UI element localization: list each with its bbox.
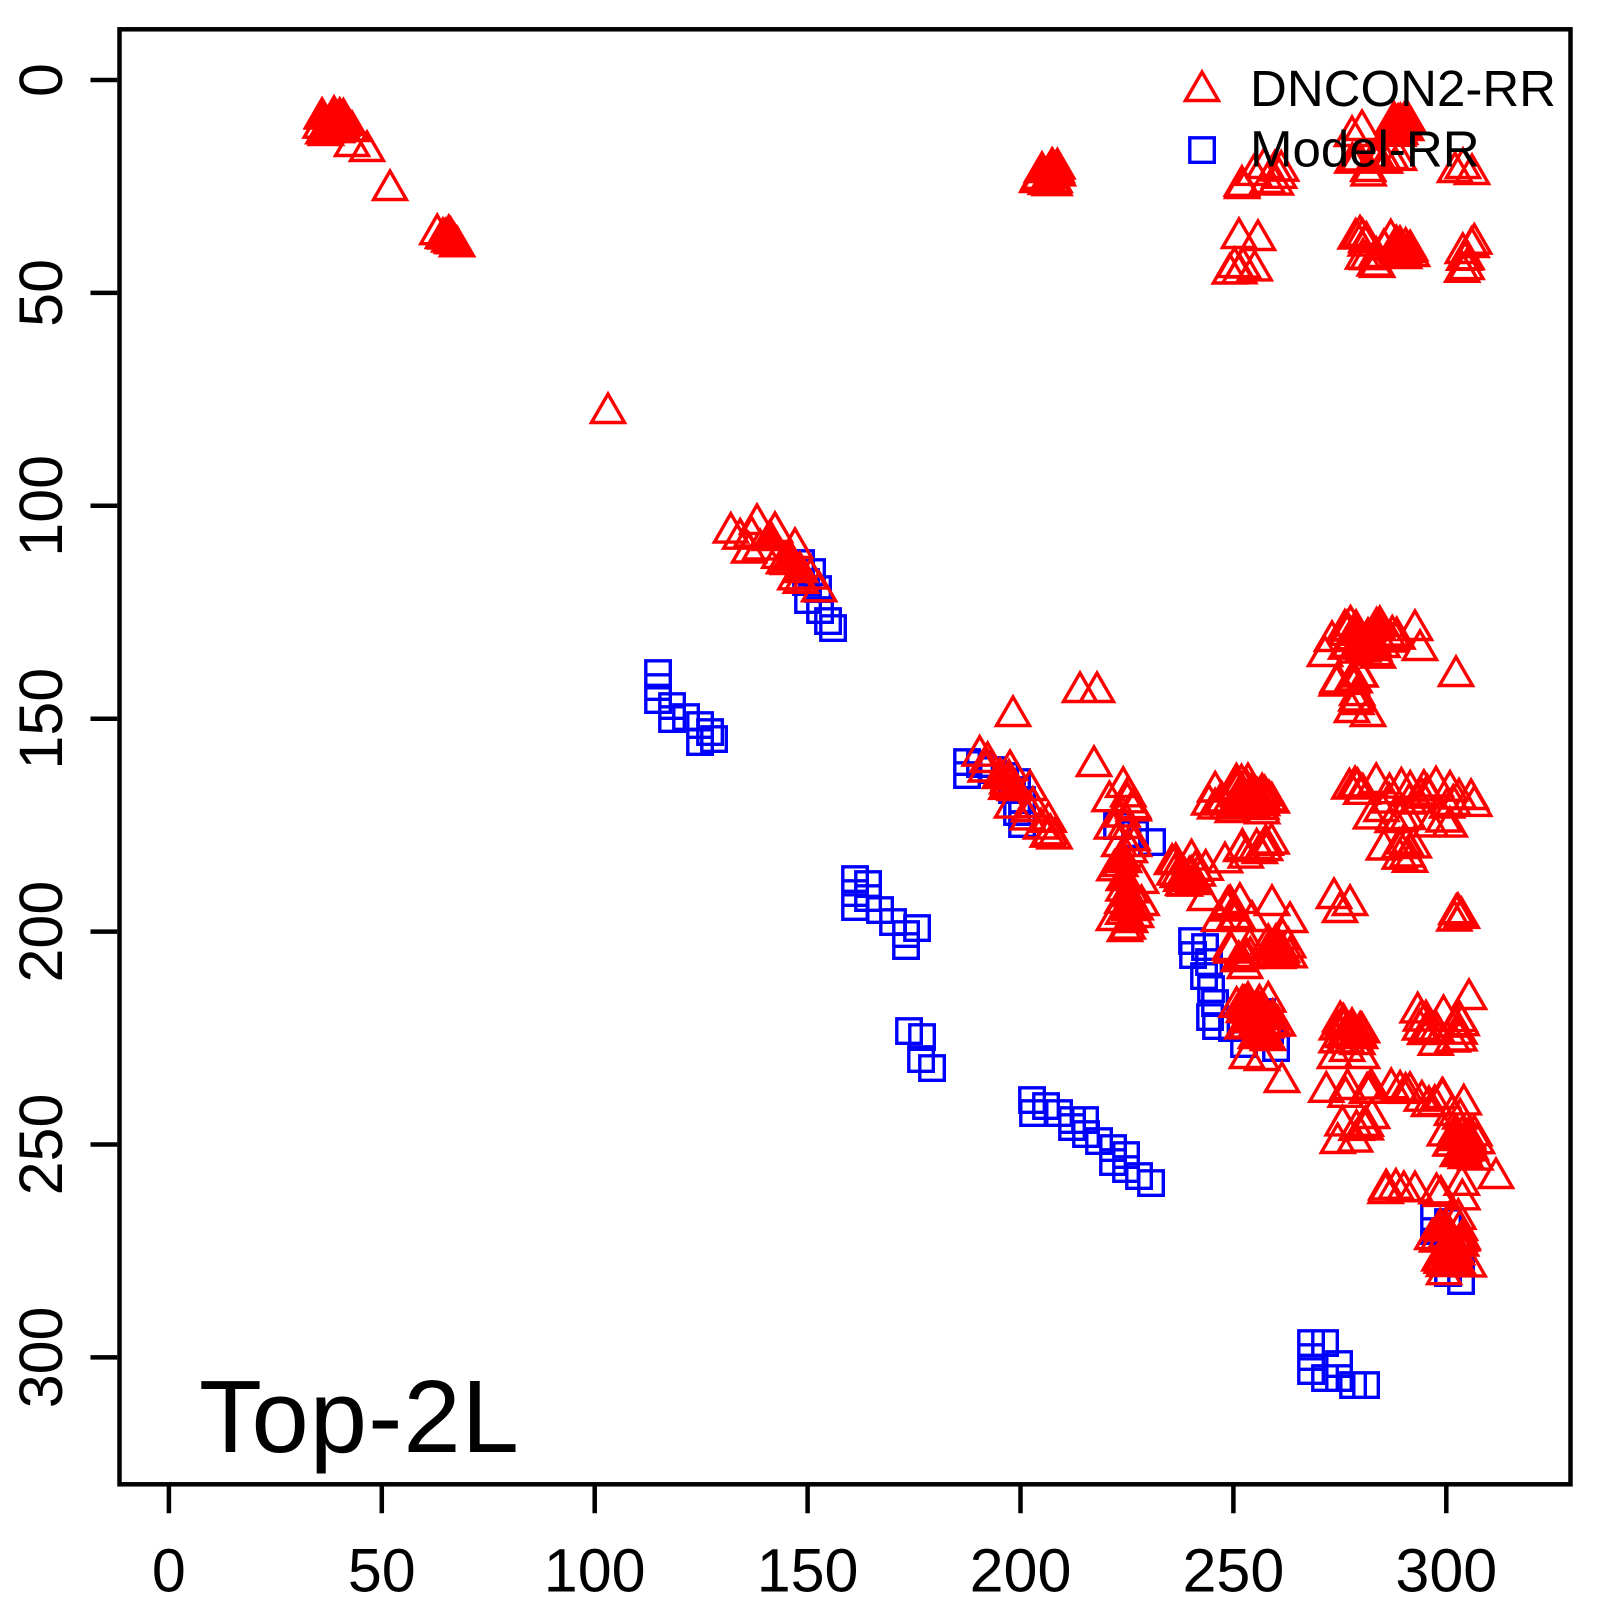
svg-text:100: 100	[544, 1537, 646, 1600]
svg-text:150: 150	[757, 1537, 859, 1600]
svg-text:50: 50	[7, 259, 75, 327]
svg-text:300: 300	[1395, 1537, 1497, 1600]
svg-text:150: 150	[7, 668, 75, 770]
svg-text:200: 200	[970, 1537, 1072, 1600]
svg-text:50: 50	[348, 1537, 416, 1600]
svg-text:100: 100	[7, 455, 75, 557]
svg-text:250: 250	[1183, 1537, 1285, 1600]
svg-text:0: 0	[152, 1537, 186, 1600]
svg-text:0: 0	[7, 63, 75, 97]
svg-text:DNCON2-RR: DNCON2-RR	[1250, 60, 1556, 117]
svg-text:300: 300	[7, 1307, 75, 1409]
svg-text:Top-2L: Top-2L	[199, 1359, 520, 1474]
svg-text:Model-RR: Model-RR	[1250, 121, 1480, 178]
svg-text:200: 200	[7, 881, 75, 983]
svg-text:250: 250	[7, 1094, 75, 1196]
